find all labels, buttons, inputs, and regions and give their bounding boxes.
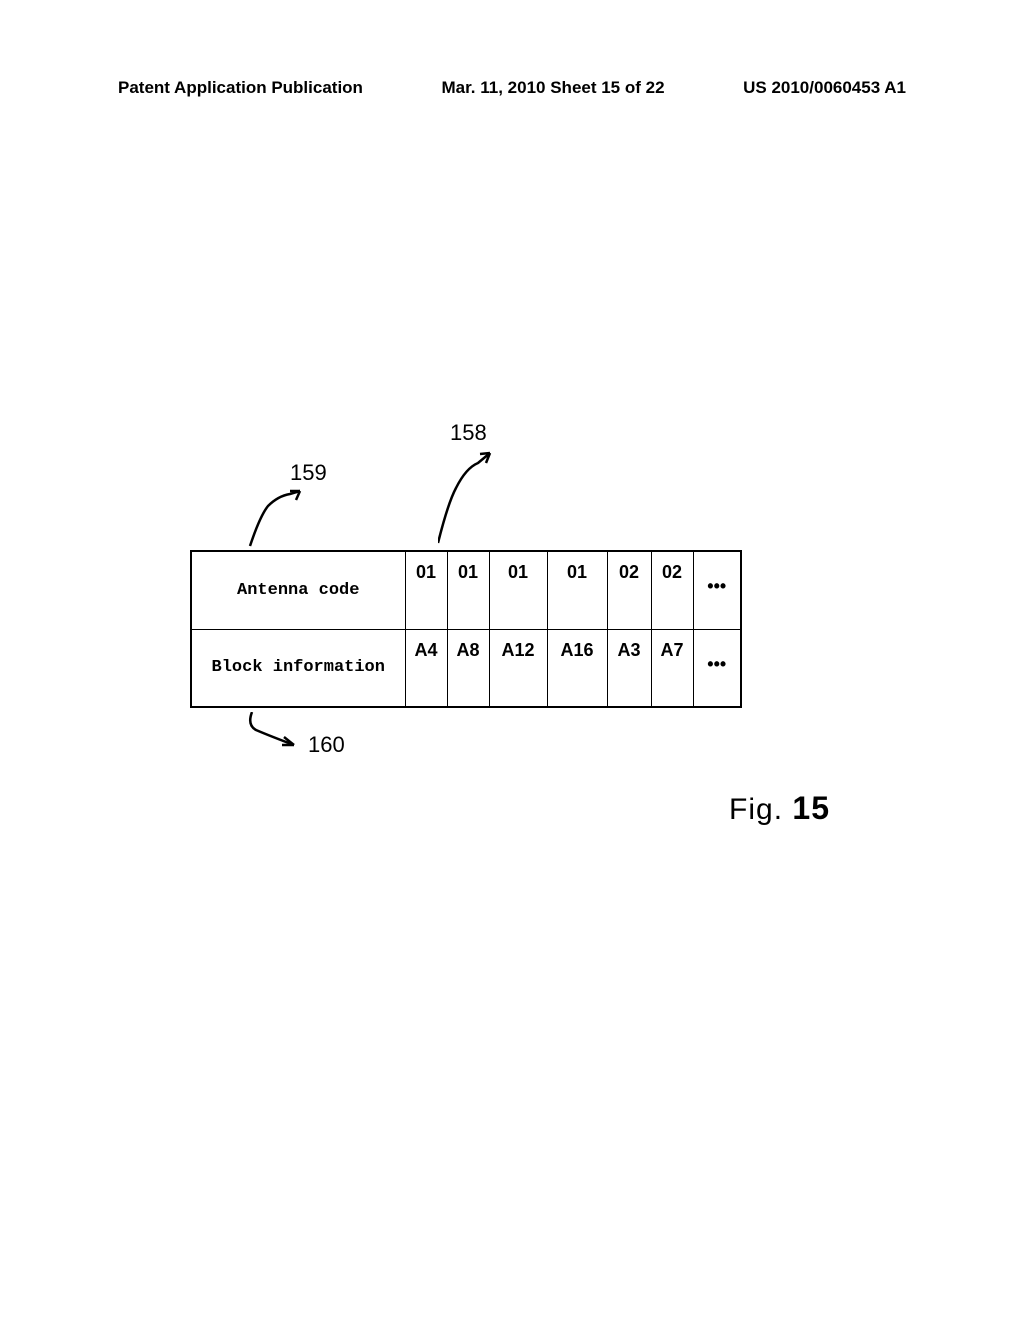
reference-numeral-160: 160: [308, 732, 345, 758]
table-cell: A7: [651, 629, 693, 707]
antenna-block-table: Antenna code 01 01 01 01 02 02 ••• Block…: [190, 550, 742, 708]
header-center: Mar. 11, 2010 Sheet 15 of 22: [442, 78, 665, 98]
table-cell: 02: [651, 551, 693, 629]
table-cell: A4: [405, 629, 447, 707]
reference-numeral-159: 159: [290, 460, 327, 486]
table-cell: 01: [489, 551, 547, 629]
row-header-antenna-code: Antenna code: [191, 551, 405, 629]
reference-numeral-158: 158: [450, 420, 487, 446]
header-left: Patent Application Publication: [118, 78, 363, 98]
table-cell: 02: [607, 551, 651, 629]
table-cell: A8: [447, 629, 489, 707]
figure-number: 15: [792, 790, 830, 826]
row-header-block-information: Block information: [191, 629, 405, 707]
table-cell: A16: [547, 629, 607, 707]
leader-line-158-icon: [438, 448, 498, 548]
table-cell: 01: [547, 551, 607, 629]
table-cell-ellipsis: •••: [693, 551, 741, 629]
figure-label-prefix: Fig.: [729, 793, 792, 826]
table-cell-ellipsis: •••: [693, 629, 741, 707]
page-header: Patent Application Publication Mar. 11, …: [118, 78, 906, 98]
table-row: Antenna code 01 01 01 01 02 02 •••: [191, 551, 741, 629]
figure-caption: Fig. 15: [729, 790, 830, 827]
leader-line-159-icon: [246, 488, 306, 550]
header-right: US 2010/0060453 A1: [743, 78, 906, 98]
leader-line-160-icon: [234, 712, 304, 752]
table-cell: A3: [607, 629, 651, 707]
table-row: Block information A4 A8 A12 A16 A3 A7 ••…: [191, 629, 741, 707]
table-cell: A12: [489, 629, 547, 707]
table-cell: 01: [447, 551, 489, 629]
table-cell: 01: [405, 551, 447, 629]
